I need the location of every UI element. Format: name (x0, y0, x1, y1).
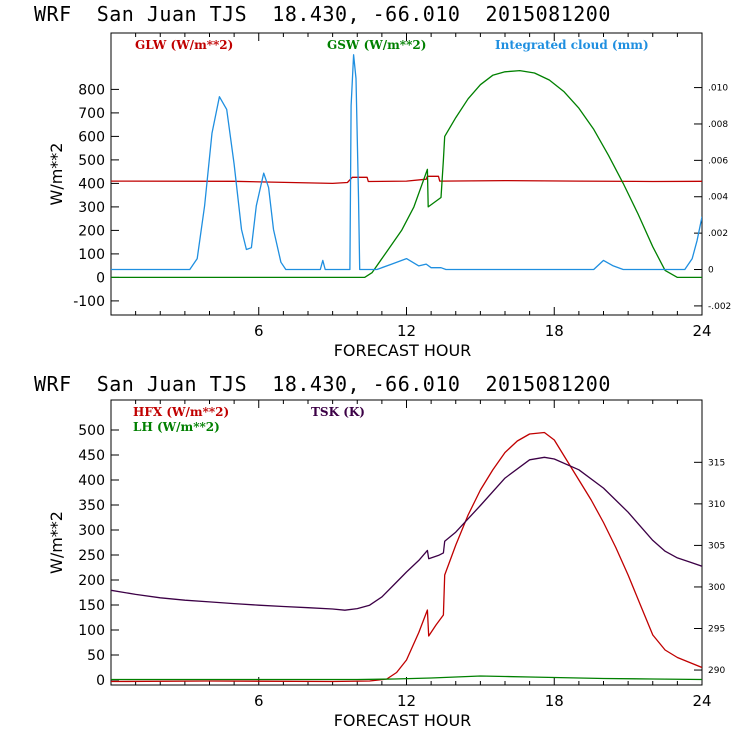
chart-1-y-tick-label: 0 (96, 270, 105, 286)
chart-2-series-lh-line (111, 675, 702, 681)
chart-1-y-tick-label: 500 (78, 153, 105, 169)
chart-1-y-tick-label: 800 (78, 82, 105, 98)
chart-1-legend-entry: GSW (W/m**2) (327, 38, 426, 52)
chart-1-x-tick-label: 18 (545, 322, 564, 340)
chart-2-x-axis-label: FORECAST HOUR (334, 711, 472, 730)
chart-2-y2-tick-label: 310 (708, 500, 725, 510)
chart-1-y2-tick-label: .008 (708, 120, 728, 130)
chart-2-y-tick-label: 300 (78, 523, 105, 539)
chart-2-y-tick-label: 250 (78, 548, 105, 564)
chart-2-y2-tick-label: 300 (708, 583, 725, 593)
chart-1-y2-tick-label: 0 (708, 266, 714, 276)
chart-1-x-tick-label: 12 (397, 322, 416, 340)
chart-2-y2-tick-label: 315 (708, 458, 725, 468)
chart-1-x-tick-label: 24 (692, 322, 711, 340)
chart-1-y-tick-label: 300 (78, 200, 105, 216)
chart-1-y-tick-label: 100 (78, 247, 105, 263)
chart-2-y-tick-label: 100 (78, 623, 105, 639)
chart-2-y-tick-label: 150 (78, 598, 105, 614)
chart-2-legend-entry: TSK (K) (311, 405, 365, 419)
chart-2-y-tick-label: 400 (78, 473, 105, 489)
chart-1-y-tick-label: -100 (73, 294, 105, 310)
chart-1-y-tick-label: 700 (78, 106, 105, 122)
chart-2-y2-tick-label: 290 (708, 666, 725, 676)
chart-2-y-tick-label: 450 (78, 448, 105, 464)
chart-2-legend-entry: HFX (W/m**2) (133, 405, 229, 419)
chart-2-y2-tick-label: 305 (708, 541, 725, 551)
chart-1-y2-tick-label: .002 (708, 229, 728, 239)
chart-2-y-axis-label: W/m**2 (47, 511, 66, 574)
chart-2-x-tick-label: 12 (397, 692, 416, 710)
chart-2-y2-tick-label: 295 (708, 624, 725, 634)
chart-2-series-tsk-line (111, 456, 702, 611)
chart-2-x-tick-label: 6 (254, 692, 264, 710)
chart-1-legend-entry: Integrated cloud (mm) (495, 38, 649, 52)
chart-1-y-tick-label: 200 (78, 223, 105, 239)
chart-2-y-tick-label: 0 (96, 673, 105, 689)
chart-2-y-tick-label: 50 (87, 648, 105, 664)
chart-1-y2-tick-label: -.002 (708, 302, 731, 312)
chart-2-x-tick-label: 18 (545, 692, 564, 710)
chart-1-legend-entry: GLW (W/m**2) (135, 38, 233, 52)
chart-1-y2-tick-label: .004 (708, 193, 728, 203)
chart-2-title: WRF San Juan TJS 18.430, -66.010 2015081… (34, 372, 611, 396)
chart-1-series-gsw-line (111, 69, 702, 279)
chart-1-y-tick-label: 400 (78, 176, 105, 192)
chart-1-y2-tick-label: .010 (708, 84, 728, 94)
chart-1-y2-tick-label: .006 (708, 156, 728, 166)
chart-2-y-tick-label: 200 (78, 573, 105, 589)
chart-2-x-tick-label: 24 (692, 692, 711, 710)
chart-1-y-axis-label: W/m**2 (47, 143, 66, 206)
chart-1-plot-frame (110, 32, 703, 316)
chart-2-y-tick-label: 350 (78, 498, 105, 514)
chart-1-series-integrated-line (111, 54, 702, 271)
chart-1-x-axis-label: FORECAST HOUR (334, 341, 472, 360)
chart-1-y-tick-label: 600 (78, 129, 105, 145)
chart-2-legend-entry: LH (W/m**2) (133, 420, 220, 434)
chart-1-x-tick-label: 6 (254, 322, 264, 340)
chart-1-series-glw-line (111, 175, 702, 185)
chart-2-series-hfx-line (111, 431, 702, 683)
chart-2-y-tick-label: 500 (78, 423, 105, 439)
chart-1-title: WRF San Juan TJS 18.430, -66.010 2015081… (34, 2, 611, 26)
